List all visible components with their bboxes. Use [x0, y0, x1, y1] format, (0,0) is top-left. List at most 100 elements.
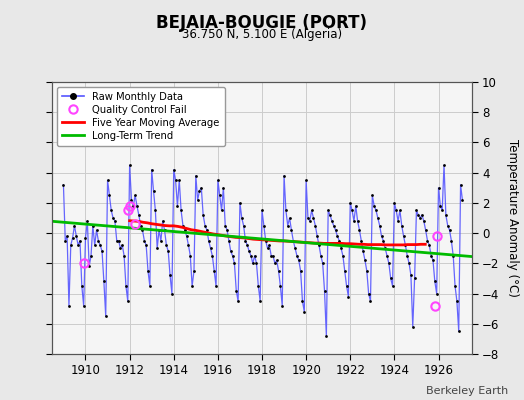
Point [337, 245, 345, 252]
Point [271, 260, 279, 266]
Point [182, 233, 191, 239]
Point [313, 233, 321, 239]
Point [438, 207, 446, 214]
Point [453, 298, 461, 304]
Point [256, 298, 265, 304]
Point [76, 238, 84, 244]
Point [214, 177, 222, 184]
Point [254, 283, 263, 289]
Point [352, 203, 360, 209]
Point [291, 245, 299, 252]
Point [105, 192, 114, 198]
Point [339, 252, 347, 259]
Point [304, 215, 312, 221]
Point [164, 248, 172, 254]
Point [283, 222, 292, 229]
Point [414, 212, 422, 218]
Point [442, 212, 450, 218]
Point [357, 238, 365, 244]
Point [261, 238, 270, 244]
Point [355, 227, 364, 233]
Point [120, 252, 128, 259]
Point [131, 192, 139, 198]
Point [72, 233, 81, 239]
Point [316, 252, 325, 259]
Point [440, 162, 448, 168]
Point [107, 207, 115, 214]
Point [228, 252, 237, 259]
Point [94, 238, 103, 244]
Point [155, 227, 163, 233]
Point [353, 218, 362, 224]
Point [390, 200, 399, 206]
Point [315, 242, 323, 248]
Point [166, 272, 174, 279]
Point [392, 207, 400, 214]
Point [302, 177, 310, 184]
Point [225, 238, 233, 244]
Point [78, 283, 86, 289]
Point [221, 222, 230, 229]
Point [236, 200, 244, 206]
Point [170, 166, 178, 173]
Point [140, 238, 148, 244]
Point [248, 260, 257, 266]
Point [215, 192, 224, 198]
Point [175, 177, 183, 184]
Point [237, 215, 246, 221]
Point [425, 242, 433, 248]
Point [326, 212, 334, 218]
Point [361, 257, 369, 264]
Point [293, 252, 301, 259]
Point [341, 268, 349, 274]
Point [153, 245, 161, 252]
Point [322, 333, 331, 339]
Point [320, 287, 329, 294]
Point [144, 268, 152, 274]
Point [374, 215, 382, 221]
Point [269, 252, 277, 259]
Point [282, 207, 290, 214]
Point [421, 227, 430, 233]
Point [210, 268, 219, 274]
Point [192, 172, 200, 179]
Point [157, 238, 165, 244]
Point [319, 260, 327, 266]
Point [308, 207, 316, 214]
Point [252, 260, 260, 266]
Point [96, 242, 104, 248]
Point [67, 242, 75, 248]
Point [377, 233, 386, 239]
Point [432, 290, 441, 297]
Point [396, 207, 404, 214]
Point [122, 283, 130, 289]
Point [434, 184, 443, 191]
Point [146, 283, 154, 289]
Point [350, 218, 358, 224]
Point [276, 283, 285, 289]
Point [366, 298, 375, 304]
Point [409, 324, 417, 330]
Point [149, 188, 158, 194]
Point [247, 252, 255, 259]
Point [226, 248, 235, 254]
Point [69, 234, 77, 241]
Point [151, 207, 160, 214]
Point [451, 283, 459, 289]
Point [204, 238, 213, 244]
Point [87, 252, 95, 259]
Point [206, 245, 215, 252]
Point [289, 238, 298, 244]
Point [223, 227, 231, 233]
Point [311, 222, 320, 229]
Point [85, 263, 93, 270]
Point [92, 227, 101, 233]
Point [245, 248, 253, 254]
Point [61, 238, 70, 244]
Point [184, 242, 193, 248]
Point [342, 283, 351, 289]
Point [142, 242, 150, 248]
Point [445, 227, 454, 233]
Text: BEJAIA-BOUGIE (PORT): BEJAIA-BOUGIE (PORT) [157, 14, 367, 32]
Point [212, 283, 220, 289]
